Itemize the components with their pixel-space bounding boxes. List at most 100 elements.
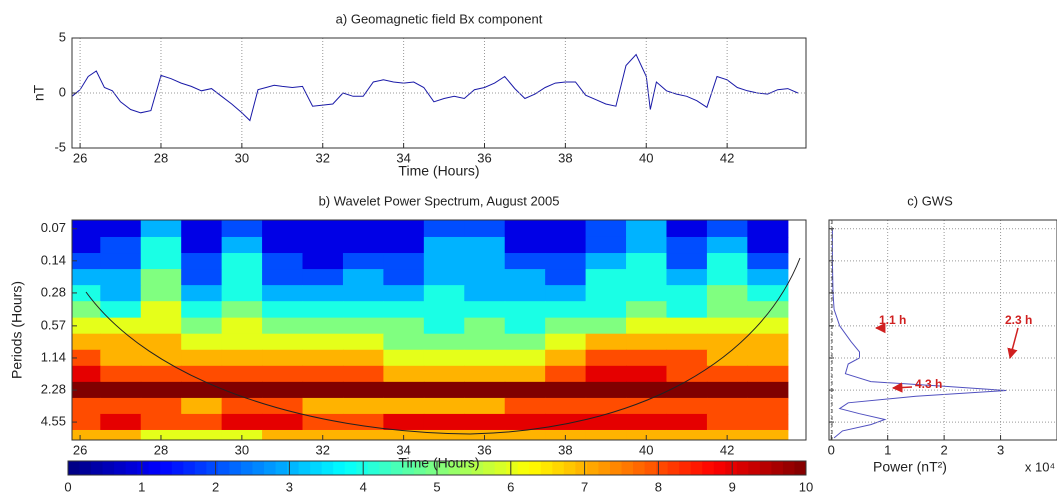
heat-cell	[504, 220, 546, 238]
heat-cell	[747, 236, 789, 254]
heat-cell	[262, 413, 304, 431]
colorbar-step	[437, 461, 450, 475]
y-tick-label: 4.55	[41, 414, 66, 429]
heat-cell	[140, 269, 182, 286]
heat-cell	[464, 301, 506, 319]
heat-cell	[666, 381, 708, 399]
heat-cell	[181, 429, 223, 440]
heat-cell	[504, 413, 546, 431]
heat-cell	[221, 381, 263, 399]
heat-cell	[747, 285, 789, 302]
heat-cell	[383, 285, 425, 302]
heat-cell	[383, 269, 425, 286]
heat-cell	[72, 253, 101, 270]
colorbar-step	[506, 461, 519, 475]
heat-cell	[423, 285, 465, 302]
heat-cell	[302, 236, 344, 254]
colorbar-step	[633, 461, 646, 475]
heat-cell	[262, 269, 304, 286]
heat-cell	[585, 413, 627, 431]
colorbar-tick-label: 4	[360, 479, 367, 494]
heat-cell	[302, 253, 344, 270]
heat-cell	[302, 285, 344, 302]
heat-cell	[383, 365, 425, 383]
annotation: 2.3 h	[1005, 313, 1032, 327]
heat-cell	[464, 269, 506, 286]
heat-cell	[423, 365, 465, 383]
colorbar-tick-label: 3	[286, 479, 293, 494]
colorbar-step	[471, 461, 484, 475]
colorbar-tick-label: 2	[212, 479, 219, 494]
x-tick-label: 42	[720, 442, 734, 457]
colorbar-tick-label: 8	[655, 479, 662, 494]
x-tick-label: 3	[997, 442, 1004, 457]
heat-cell	[626, 413, 668, 431]
data-line	[72, 53, 799, 122]
colorbar-step	[310, 461, 323, 475]
heat-cell	[545, 317, 587, 335]
heat-cell	[262, 333, 304, 351]
colorbar-step	[771, 461, 784, 475]
heat-cell	[464, 285, 506, 302]
chart-title: a) Geomagnetic field Bx component	[336, 11, 543, 26]
heat-cell	[72, 333, 101, 351]
heat-cell	[626, 317, 668, 335]
heat-cell	[181, 413, 223, 431]
heat-cell	[221, 413, 263, 431]
heat-cell	[262, 317, 304, 335]
heat-cell	[626, 236, 668, 254]
colorbar-step	[621, 461, 634, 475]
heat-cell	[747, 429, 789, 440]
heat-cell	[140, 429, 182, 440]
heat-cell	[262, 349, 304, 367]
x-tick-label: 36	[477, 150, 491, 165]
heat-cell	[342, 333, 384, 351]
heat-cell	[140, 365, 182, 383]
heat-cell	[747, 365, 789, 383]
heat-cell	[383, 317, 425, 335]
heat-cell	[666, 317, 708, 335]
heat-cell	[423, 349, 465, 367]
colorbar-tick-label: 10	[799, 479, 813, 494]
heat-cell	[464, 381, 506, 399]
heat-cell	[140, 285, 182, 302]
x-tick-label: 0	[828, 442, 835, 457]
heat-cell	[100, 333, 142, 351]
x-tick-label: 38	[558, 150, 572, 165]
heat-cell	[342, 413, 384, 431]
colorbar-step	[656, 461, 669, 475]
heat-cell	[504, 429, 546, 440]
colorbar-step	[390, 461, 403, 475]
heat-cell	[585, 301, 627, 319]
heat-cell	[302, 301, 344, 319]
data-line	[831, 228, 1007, 439]
heat-cell	[302, 333, 344, 351]
colorbar-step	[529, 461, 542, 475]
heat-cell	[72, 381, 101, 399]
heat-cell	[383, 397, 425, 415]
heat-cell	[302, 349, 344, 367]
heat-cell	[262, 236, 304, 254]
colorbar-tick-label: 1	[138, 479, 145, 494]
heat-cell	[504, 269, 546, 286]
heat-cell	[504, 349, 546, 367]
heat-cell	[504, 333, 546, 351]
heat-cell	[545, 220, 587, 238]
x-tick-label: 30	[235, 150, 249, 165]
axes-frame	[71, 219, 807, 441]
y-axis-label: Periods (Hours)	[9, 281, 25, 379]
heat-cell	[262, 301, 304, 319]
heat-cell	[747, 381, 789, 399]
x-axis-label: Time (Hours)	[398, 163, 479, 179]
heat-cell	[545, 285, 587, 302]
heat-cell	[464, 220, 506, 238]
x-tick-label: 36	[477, 442, 491, 457]
heat-cell	[464, 253, 506, 270]
heat-cell	[100, 429, 142, 440]
heat-cell	[140, 220, 182, 238]
annotation: 4.3 h	[915, 377, 942, 391]
heat-cell	[545, 269, 587, 286]
heat-cell	[262, 285, 304, 302]
heat-cell	[423, 236, 465, 254]
colorbar-step	[644, 461, 657, 475]
